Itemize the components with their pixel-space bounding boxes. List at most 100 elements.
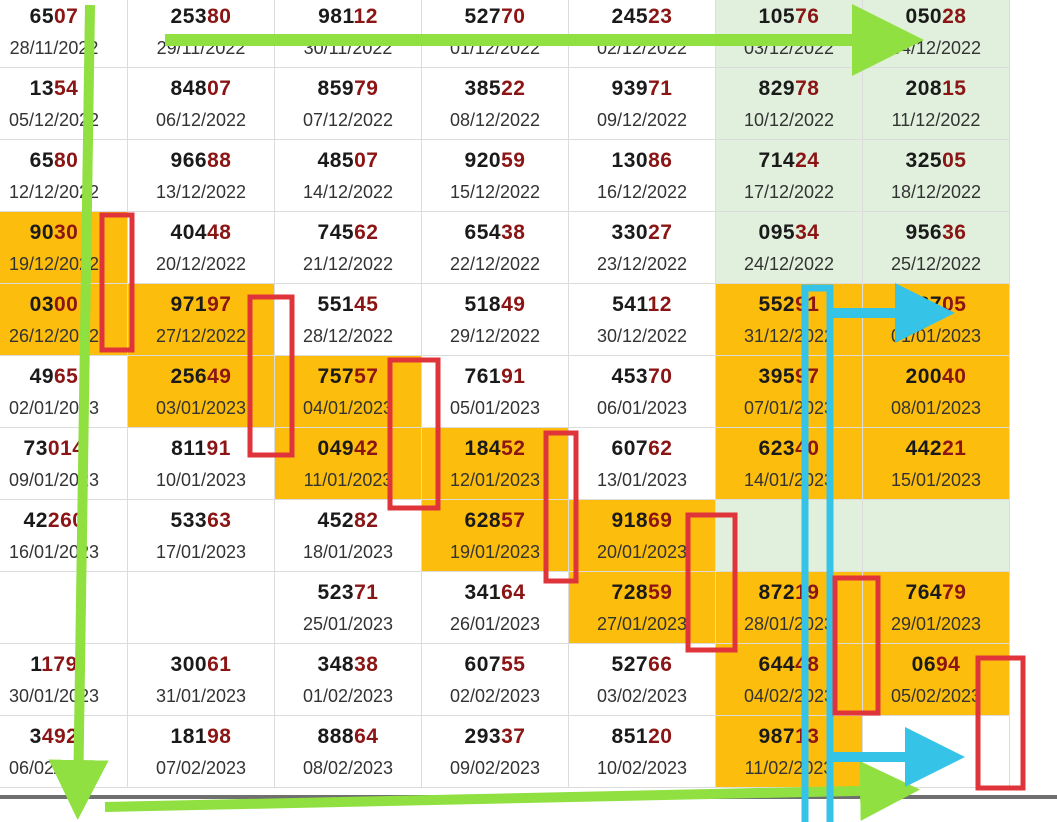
result-number: 45282 (275, 508, 421, 534)
result-date: 03/01/2023 (155, 397, 247, 418)
number-last-digits: 80 (207, 4, 232, 28)
result-number: 95636 (863, 220, 1009, 246)
number-lead-digits: 06 (911, 652, 936, 676)
result-date: 17/12/2022 (743, 181, 835, 202)
number-last-digits: 05 (942, 148, 967, 172)
result-date: 10/02/2023 (596, 757, 688, 778)
number-lead-digits: 385 (464, 76, 502, 100)
number-last-digits: 80 (54, 148, 79, 172)
number-last-digits: 07 (54, 4, 79, 28)
result-cell: 85120 10/02/2023 (568, 715, 716, 788)
result-date: 28/12/2022 (302, 325, 394, 346)
number-lead-digits: 533 (170, 508, 208, 532)
number-lead-digits: 404 (170, 220, 208, 244)
number-last-digits: 05 (942, 292, 967, 316)
result-number: 42260 (0, 508, 127, 534)
result-cell (715, 499, 863, 572)
result-number: 33027 (569, 220, 715, 246)
number-last-digits: 492 (41, 724, 79, 748)
result-date: 09/02/2023 (449, 757, 541, 778)
number-last-digits: 76 (795, 4, 820, 28)
number-last-digits: 57 (501, 508, 526, 532)
result-cell: 87219 28/01/2023 (715, 571, 863, 644)
result-number: 18198 (128, 724, 274, 750)
result-number: 39597 (716, 364, 862, 390)
number-lead-digits: 341 (464, 580, 502, 604)
result-number: 84807 (128, 76, 274, 102)
number-lead-digits: 654 (464, 220, 502, 244)
result-cell: 71424 17/12/2022 (715, 139, 863, 212)
result-date: 06/02/2023 (8, 757, 100, 778)
result-cell: 55291 31/12/2022 (715, 283, 863, 356)
result-number: 97197 (128, 292, 274, 318)
result-date: 31/01/2023 (155, 685, 247, 706)
result-cell: 3492 06/02/2023 (0, 715, 128, 788)
number-last-digits: 70 (648, 364, 673, 388)
result-number: 18452 (422, 436, 568, 462)
result-cell: 54112 30/12/2022 (568, 283, 716, 356)
number-last-digits: 28 (942, 4, 967, 28)
number-lead-digits: 181 (170, 724, 208, 748)
result-cell (862, 499, 1010, 572)
result-number: 85120 (569, 724, 715, 750)
number-last-digits: 62 (354, 220, 379, 244)
number-lead-digits: 184 (464, 436, 502, 460)
number-lead-digits: 971 (170, 292, 208, 316)
number-last-digits: 86 (648, 148, 673, 172)
number-lead-digits: 452 (317, 508, 355, 532)
number-last-digits: 65 (54, 364, 79, 388)
result-number: 25380 (128, 4, 274, 30)
result-cell: 48507 14/12/2022 (274, 139, 422, 212)
result-cell: 45370 06/01/2023 (568, 355, 716, 428)
number-lead-digits: 105 (758, 4, 796, 28)
number-lead-digits: 552 (758, 292, 796, 316)
result-cell: 52770 01/12/2022 (421, 0, 569, 68)
result-date: 14/01/2023 (743, 469, 835, 490)
result-cell: 97197 27/12/2022 (127, 283, 275, 356)
result-number: 10576 (716, 4, 862, 30)
result-number: 92059 (422, 148, 568, 174)
number-last-digits: 014 (47, 436, 85, 460)
result-number: 20815 (863, 76, 1009, 102)
result-cell: 25649 03/01/2023 (127, 355, 275, 428)
number-last-digits: 82 (354, 508, 379, 532)
number-last-digits: 57 (354, 364, 379, 388)
result-date: 10/12/2022 (743, 109, 835, 130)
table-row: 42260 16/01/2023 53363 17/01/2023 45282 18/01… (0, 499, 1010, 572)
result-date: 16/01/2023 (8, 541, 100, 562)
result-date: 05/01/2023 (449, 397, 541, 418)
number-lead-digits: 607 (611, 436, 649, 460)
number-last-digits: 97 (207, 292, 232, 316)
result-number: 82978 (716, 76, 862, 102)
number-lead-digits: 13 (29, 76, 54, 100)
table-row: 73014 09/01/2023 81191 10/01/2023 04942 11/01… (0, 427, 1010, 500)
number-lead-digits: 829 (758, 76, 796, 100)
number-lead-digits: 764 (905, 580, 943, 604)
number-last-digits: 59 (648, 580, 673, 604)
result-cell: 24523 02/12/2022 (568, 0, 716, 68)
number-lead-digits: 757 (317, 364, 355, 388)
result-cell: 34838 01/02/2023 (274, 643, 422, 716)
number-lead-digits: 518 (464, 292, 502, 316)
number-lead-digits: 253 (170, 4, 208, 28)
result-number: 81191 (128, 436, 274, 462)
result-cell (862, 715, 1010, 788)
result-number: 60762 (569, 436, 715, 462)
result-number: 71424 (716, 148, 862, 174)
number-last-digits: 91 (206, 436, 231, 460)
result-cell: 51849 29/12/2022 (421, 283, 569, 356)
number-last-digits: 52 (501, 436, 526, 460)
number-lead-digits: 095 (758, 220, 796, 244)
result-cell: 60755 02/02/2023 (421, 643, 569, 716)
number-lead-digits: 90 (29, 220, 54, 244)
number-lead-digits: 442 (905, 436, 943, 460)
number-last-digits: 34 (795, 220, 820, 244)
result-cell: 0694 05/02/2023 (862, 643, 1010, 716)
number-lead-digits: 956 (905, 220, 943, 244)
result-number: 09534 (716, 220, 862, 246)
number-last-digits: 36 (942, 220, 967, 244)
result-cell: 98713 11/02/2023 (715, 715, 863, 788)
result-number: 40448 (128, 220, 274, 246)
number-last-digits: 42 (354, 436, 379, 460)
result-number: 55145 (275, 292, 421, 318)
